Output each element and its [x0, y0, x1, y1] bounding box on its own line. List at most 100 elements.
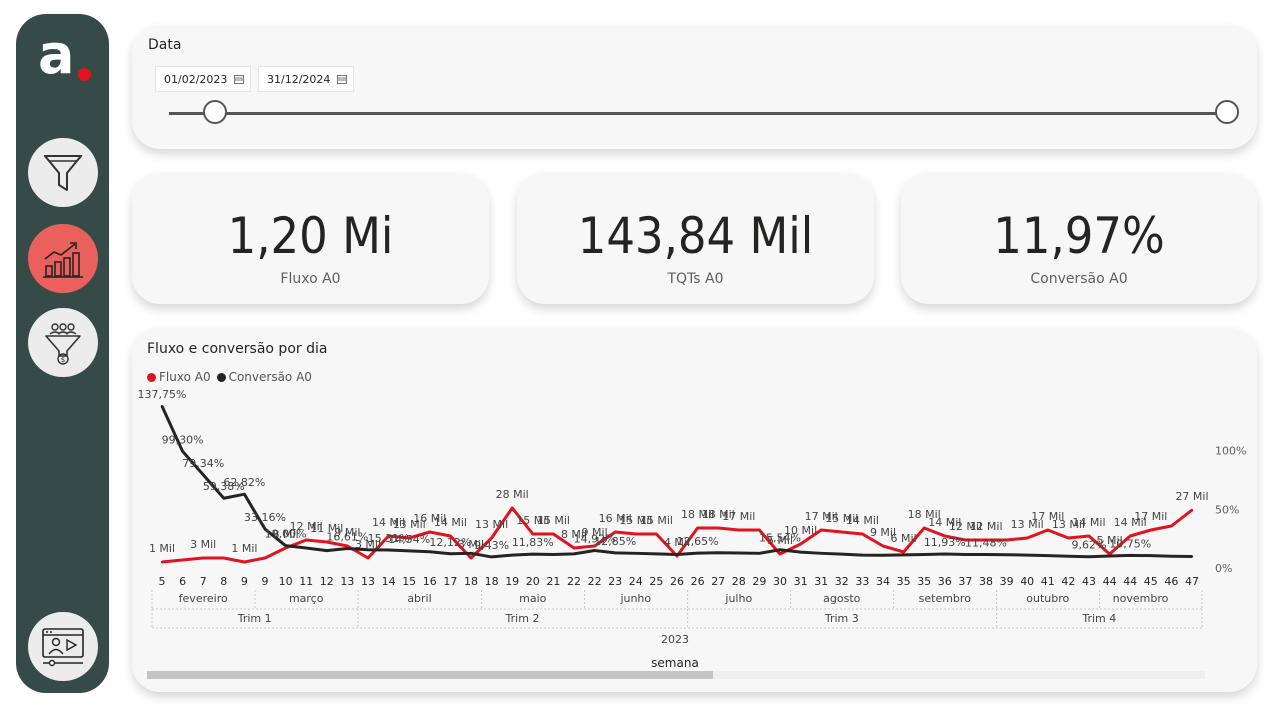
x-tick-label: 33 — [855, 575, 869, 588]
fluxo-point — [696, 526, 699, 530]
fluxo-point — [511, 506, 514, 510]
x-tick-label: 31 — [794, 575, 808, 588]
data-label: 14 Mil — [846, 514, 879, 527]
data-label: 28 Mil — [496, 488, 529, 501]
fluxo-point — [1190, 508, 1194, 512]
data-label: 12,85% — [594, 535, 636, 548]
fluxo-point — [1087, 534, 1091, 538]
x-tick-label: 44 — [1103, 575, 1117, 588]
fluxo-point — [428, 530, 431, 534]
data-label: 14 Mil — [434, 516, 467, 529]
data-label: 14 Mil — [1072, 516, 1105, 529]
fluxo-point — [820, 528, 823, 532]
x-tick-label: 8 — [220, 575, 227, 588]
conversao-point — [881, 554, 885, 557]
x-tick-label: 34 — [876, 575, 890, 588]
data-label: 12 Mil — [949, 520, 982, 533]
conversao-point — [1067, 555, 1070, 558]
x-tick-label: 43 — [1082, 575, 1096, 588]
fluxo-point — [799, 542, 802, 546]
conversao-point — [1149, 554, 1152, 557]
range-start-handle[interactable] — [203, 100, 227, 124]
conversao-point — [593, 549, 596, 552]
fluxo-point — [758, 528, 761, 532]
brand-logo: a — [38, 28, 94, 86]
legend-item-fluxo[interactable]: Fluxo A0 — [147, 370, 211, 384]
data-label: 4 Mil — [664, 536, 690, 549]
x-axis-title: semana — [651, 656, 699, 668]
kpi-value: 11,97% — [993, 207, 1165, 265]
x-tick-label: 17 — [443, 575, 457, 588]
data-label: 19,00% — [265, 528, 307, 541]
fluxo-point — [408, 536, 411, 540]
x-tick-label: 9 — [262, 575, 269, 588]
conversao-point — [964, 553, 967, 556]
month-label: outubro — [1026, 592, 1069, 605]
filter-nav-button[interactable] — [28, 138, 98, 207]
month-label: junho — [619, 592, 651, 605]
performance-nav-button[interactable] — [28, 224, 98, 293]
kpi-card-fluxo: 1,20 Mi Fluxo A0 — [132, 173, 489, 304]
data-label: 18 Mil — [681, 508, 714, 521]
conversao-point — [366, 548, 370, 551]
fluxo-point — [737, 528, 740, 532]
kpi-label: Fluxo A0 — [280, 271, 341, 287]
x-tick-label: 5 — [159, 575, 166, 588]
fluxo-point — [1026, 536, 1029, 540]
x-tick-label: 45 — [1144, 575, 1158, 588]
scrollbar-thumb[interactable] — [147, 671, 713, 679]
data-label: 15 Mil — [516, 514, 549, 527]
conversao-point — [1087, 555, 1091, 558]
calendar-icon — [234, 75, 244, 84]
quarter-label: Trim 4 — [1081, 612, 1116, 625]
x-tick-label: 18 — [464, 575, 478, 588]
fluxo-point — [531, 532, 534, 536]
data-label: 79,34% — [182, 457, 224, 470]
fluxo-point — [469, 556, 473, 560]
fluxo-point — [243, 560, 246, 564]
x-tick-label: 39 — [1000, 575, 1014, 588]
date-slicer-card: Data 01/02/2023 31/12/2024 — [132, 25, 1257, 149]
data-label: 17 Mil — [805, 510, 838, 523]
data-label: 13 Mil — [1052, 518, 1085, 531]
sales-funnel-icon: $ — [45, 322, 81, 365]
date-range-track[interactable] — [169, 112, 1229, 115]
fluxo-point — [861, 532, 864, 536]
presentation-nav-button[interactable] — [28, 612, 98, 681]
data-label: 5 Mil — [767, 534, 793, 547]
range-end-handle[interactable] — [1215, 100, 1239, 124]
fluxo-point — [881, 544, 885, 548]
data-label: 14,54% — [388, 533, 430, 546]
conversao-point — [902, 553, 905, 557]
conversao-point — [984, 553, 988, 556]
sales-funnel-nav-button[interactable]: $ — [28, 308, 98, 377]
kpi-value: 143,84 Mil — [577, 207, 814, 265]
fluxo-point — [1129, 534, 1132, 538]
x-tick-label: 23 — [608, 575, 622, 588]
x-tick-label: 28 — [732, 575, 746, 588]
start-date-input[interactable]: 01/02/2023 — [155, 66, 251, 92]
data-label: 12,12% — [429, 536, 471, 549]
fluxo-point — [202, 556, 205, 560]
end-date-input[interactable]: 31/12/2024 — [258, 66, 354, 92]
fluxo-point — [1005, 538, 1008, 542]
data-label: 9,43% — [474, 539, 509, 552]
conversao-point — [675, 553, 679, 556]
month-label: fevereiro — [179, 592, 228, 605]
conversao-point — [1005, 553, 1008, 556]
fluxo-point — [634, 532, 637, 536]
conversao-point — [840, 552, 843, 556]
kpi-label: TQTs A0 — [667, 271, 724, 287]
conversao-point — [717, 551, 720, 554]
conversao-point — [160, 404, 164, 408]
chart-horizontal-scrollbar[interactable] — [147, 671, 1205, 679]
data-label: 8 Mil — [561, 528, 587, 541]
legend-item-conversao[interactable]: Conversão A0 — [216, 370, 312, 384]
conversao-point — [469, 552, 473, 555]
chart-title: Fluxo e conversão por dia — [147, 341, 328, 357]
conversao-point — [655, 552, 658, 556]
x-tick-label: 26 — [670, 575, 684, 588]
x-tick-label: 6 — [179, 575, 186, 588]
conversao-point — [861, 553, 864, 557]
